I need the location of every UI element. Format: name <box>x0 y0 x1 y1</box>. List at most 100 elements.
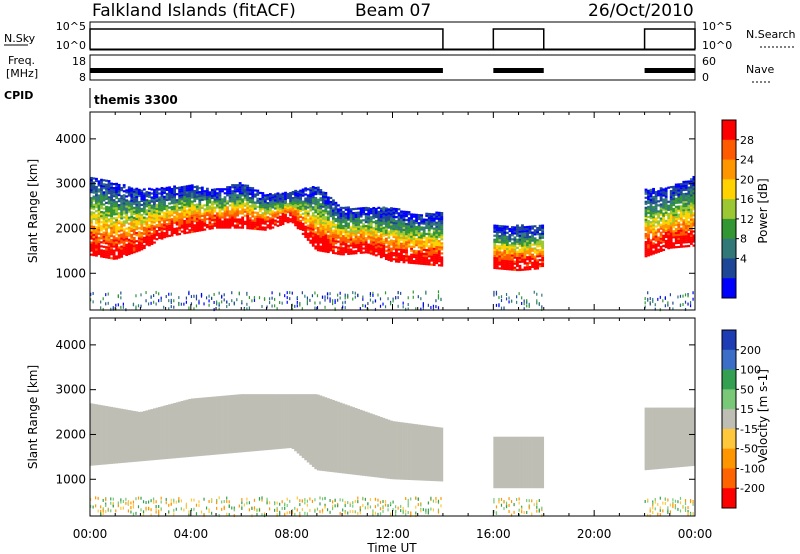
power-cell <box>344 206 348 209</box>
power-cell <box>132 249 136 252</box>
velocity-cell <box>326 508 329 512</box>
power-cell <box>329 231 333 234</box>
power-cell <box>410 241 413 244</box>
power-cell <box>326 236 330 239</box>
velocity-cell <box>221 507 223 511</box>
power-cell <box>334 209 338 213</box>
power-cell <box>354 242 358 245</box>
power-cell <box>286 296 288 300</box>
power-cell <box>175 217 179 220</box>
power-cell <box>410 219 413 222</box>
power-cell <box>538 234 542 238</box>
power-cell <box>321 199 325 202</box>
power-cell <box>241 200 245 203</box>
power-cell <box>233 208 237 211</box>
velocity-cell <box>263 512 266 516</box>
power-cell <box>344 242 348 246</box>
velocity-cell <box>256 508 258 512</box>
power-cell <box>672 301 674 305</box>
power-cell <box>218 214 222 217</box>
power-cell <box>510 252 514 255</box>
power-cell <box>503 241 507 244</box>
power-cell <box>324 218 328 221</box>
power-cell <box>664 199 668 202</box>
power-cell <box>367 211 371 214</box>
power-cell <box>130 245 134 249</box>
power-cell <box>228 222 232 225</box>
power-cell <box>135 250 139 253</box>
velocity-cell <box>258 394 262 451</box>
power-cell <box>233 301 235 305</box>
power-cell <box>647 221 650 225</box>
power-cell <box>321 203 325 206</box>
power-cell <box>107 196 111 199</box>
power-cell <box>279 215 282 218</box>
power-cell <box>689 222 693 225</box>
power-cell <box>120 217 124 220</box>
power-cell <box>90 199 93 202</box>
power-cell <box>430 221 434 224</box>
power-cell <box>168 228 171 231</box>
power-cell <box>417 232 421 235</box>
power-cell <box>319 235 323 238</box>
power-cell <box>299 213 303 216</box>
power-cell <box>314 291 316 295</box>
power-cell <box>505 243 509 247</box>
velocity-cell <box>382 500 384 504</box>
power-cell <box>687 214 691 217</box>
velocity-cell <box>266 501 268 505</box>
power-cell <box>505 231 509 234</box>
power-cell <box>299 219 303 223</box>
power-cell <box>304 209 308 212</box>
power-cell <box>362 239 366 242</box>
power-cell <box>667 232 671 236</box>
velocity-cell <box>193 498 195 502</box>
power-cell <box>137 194 141 198</box>
power-cell <box>662 228 666 231</box>
power-cell <box>173 209 177 212</box>
power-cell <box>659 241 663 244</box>
power-cell <box>158 206 161 209</box>
velocity-cell <box>271 394 275 450</box>
velocity-cell <box>200 397 204 456</box>
velocity-cell <box>339 511 341 515</box>
power-cell <box>246 198 250 201</box>
power-cell <box>231 299 233 303</box>
power-cell <box>183 213 187 217</box>
power-cell <box>178 232 182 236</box>
power-cell <box>395 212 398 215</box>
power-cell <box>667 200 671 203</box>
power-cell <box>669 196 673 199</box>
power-cell <box>425 238 429 242</box>
power-cell <box>541 234 545 237</box>
power-cell <box>117 193 121 197</box>
velocity-cell <box>195 512 198 516</box>
power-cell <box>150 218 154 221</box>
power-cell <box>100 196 103 200</box>
power-cell <box>400 232 403 235</box>
power-cell <box>508 258 512 261</box>
power-cell <box>306 200 310 203</box>
power-cell <box>684 229 688 232</box>
power-cell <box>400 254 403 257</box>
power-cell <box>417 295 419 299</box>
power-cell <box>115 249 119 252</box>
power-cell <box>427 253 431 256</box>
power-cell <box>354 235 358 239</box>
power-cell <box>367 251 371 254</box>
power-cell <box>253 205 257 208</box>
power-cell <box>163 217 166 221</box>
power-cell <box>339 243 343 246</box>
power-cell <box>662 240 666 243</box>
power-cell <box>218 224 222 227</box>
velocity-cell <box>178 497 180 501</box>
power-cell <box>510 228 514 231</box>
power-cell <box>437 215 441 219</box>
power-cell <box>692 177 696 181</box>
power-cell <box>329 245 333 248</box>
power-cell <box>326 230 330 233</box>
velocity-cell <box>395 509 397 513</box>
power-cell <box>389 207 393 210</box>
power-cell <box>319 209 323 212</box>
power-cell <box>654 193 658 196</box>
